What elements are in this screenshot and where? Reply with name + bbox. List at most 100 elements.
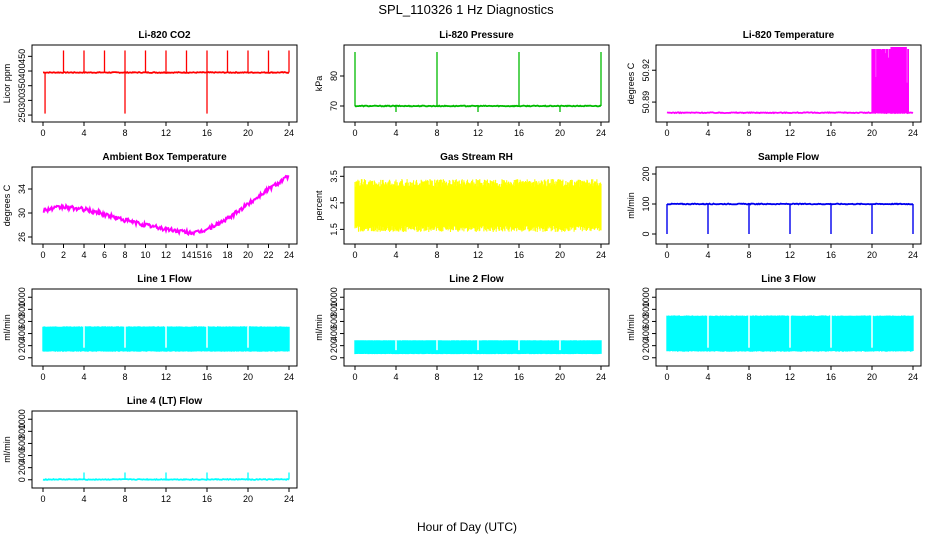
panel-title-pressure: Li-820 Pressure <box>439 30 514 41</box>
panel-title-sample_flow: Sample Flow <box>758 152 819 163</box>
x-tick-label-pressure: 12 <box>473 128 483 138</box>
x-tick-label-line1: 4 <box>81 372 86 382</box>
series-line-box_temp <box>42 174 290 237</box>
y-tick-label-rh: 1.5 <box>329 223 339 236</box>
plot-area-rh <box>354 179 602 232</box>
y-tick-label-li_temp: 50.89 <box>641 91 651 114</box>
plot-area-line2 <box>354 340 602 355</box>
x-tick-label-line3: 12 <box>785 372 795 382</box>
y-tick-label-line1: 200 <box>17 338 27 353</box>
x-tick-label-box_temp: 12 <box>161 250 171 260</box>
y-tick-label-rh: 3.5 <box>329 170 339 183</box>
x-tick-label-line3: 4 <box>705 372 710 382</box>
x-tick-label-sample_flow: 16 <box>826 250 836 260</box>
x-tick-label-li_temp: 0 <box>664 128 669 138</box>
panel-title-li_temp: Li-820 Temperature <box>743 30 835 41</box>
x-tick-label-rh: 12 <box>473 250 483 260</box>
y-tick-label-line4: 200 <box>17 460 27 475</box>
x-tick-label-line2: 8 <box>434 372 439 382</box>
plot-area-li_temp <box>666 47 914 115</box>
figure-title: SPL_110326 1 Hz Diagnostics <box>378 2 554 17</box>
y-axis-label-line1: ml/min <box>2 314 12 341</box>
panel-title-rh: Gas Stream RH <box>440 152 513 163</box>
y-axis-label-li_temp: degrees C <box>626 62 636 104</box>
y-tick-label-line4: 1000 <box>17 409 27 429</box>
x-tick-label-box_temp: 2 <box>61 250 66 260</box>
x-tick-label-box_temp: 24 <box>284 250 294 260</box>
x-tick-label-line3: 0 <box>664 372 669 382</box>
panel-pressure: Li-820 Pressure 0 4 8 12 16 20 24 70 80 kPa <box>314 30 610 138</box>
x-tick-label-co2: 4 <box>81 128 86 138</box>
x-axis-label: Hour of Day (UTC) <box>417 520 517 534</box>
panel-rh: Gas Stream RH 0 4 8 12 16 20 24 1.5 2.5 3.5 percent <box>314 152 610 260</box>
x-tick-label-sample_flow: 12 <box>785 250 795 260</box>
panel-title-line3: Line 3 Flow <box>761 274 816 285</box>
x-tick-label-box_temp: 16 <box>202 250 212 260</box>
y-tick-label-box_temp: 30 <box>17 208 27 218</box>
x-tick-label-line3: 24 <box>908 372 918 382</box>
panel-line4: Line 4 (LT) Flow 0 4 8 12 16 20 24 0 200400600800… <box>2 396 298 504</box>
x-tick-label-pressure: 16 <box>514 128 524 138</box>
y-axis-label-rh: percent <box>314 190 324 221</box>
x-tick-label-sample_flow: 20 <box>867 250 877 260</box>
x-tick-label-rh: 8 <box>434 250 439 260</box>
x-tick-label-pressure: 20 <box>555 128 565 138</box>
x-tick-label-line2: 12 <box>473 372 483 382</box>
x-tick-label-sample_flow: 8 <box>746 250 751 260</box>
frame-line2 <box>343 288 610 367</box>
x-tick-label-line4: 4 <box>81 494 86 504</box>
panel-title-line4: Line 4 (LT) Flow <box>127 396 203 407</box>
x-tick-label-line4: 0 <box>40 494 45 504</box>
x-tick-label-box_temp: 8 <box>122 250 127 260</box>
plot-area-sample_flow <box>666 202 914 234</box>
y-tick-label-line1: 400 <box>17 326 27 341</box>
y-axis-label-pressure: kPa <box>314 76 324 92</box>
y-axis-label-line2: ml/min <box>314 314 324 341</box>
x-tick-label-line2: 24 <box>596 372 606 382</box>
frame-rh <box>343 166 610 245</box>
panel-title-line1: Line 1 Flow <box>137 274 192 285</box>
frame-line3 <box>655 288 922 367</box>
x-tick-label-li_temp: 16 <box>826 128 836 138</box>
x-tick-label-line2: 4 <box>393 372 398 382</box>
plot-area-line3 <box>666 315 914 352</box>
x-tick-label-rh: 24 <box>596 250 606 260</box>
series-band-rh <box>354 179 602 232</box>
y-tick-label-line2: 400 <box>329 326 339 341</box>
x-tick-label-li_temp: 12 <box>785 128 795 138</box>
x-tick-label-line4: 20 <box>243 494 253 504</box>
y-tick-label-pressure: 80 <box>329 71 339 81</box>
y-tick-label-box_temp: 26 <box>17 232 27 242</box>
y-tick-label-line3: 400 <box>641 326 651 341</box>
x-tick-label-line3: 8 <box>746 372 751 382</box>
panel-title-co2: Li-820 CO2 <box>138 30 191 41</box>
y-tick-label-line1: 600 <box>17 314 27 329</box>
y-tick-label-line2: 0 <box>329 355 339 360</box>
x-tick-label-line2: 16 <box>514 372 524 382</box>
y-axis-label-co2: Licor ppm <box>2 64 12 104</box>
y-tick-label-co2: 350 <box>17 78 27 93</box>
x-tick-label-co2: 16 <box>202 128 212 138</box>
y-tick-label-box_temp: 34 <box>17 184 27 194</box>
x-tick-label-li_temp: 4 <box>705 128 710 138</box>
x-tick-label-co2: 12 <box>161 128 171 138</box>
x-tick-label-line1: 16 <box>202 372 212 382</box>
y-tick-label-co2: 300 <box>17 93 27 108</box>
noise-fill-li_temp <box>890 47 907 92</box>
y-tick-label-line4: 800 <box>17 424 27 439</box>
plot-area-co2 <box>42 50 290 114</box>
y-tick-label-rh: 2.5 <box>329 197 339 210</box>
y-tick-label-line3: 200 <box>641 338 651 353</box>
y-tick-label-li_temp: 50.92 <box>641 59 651 82</box>
x-tick-label-box_temp: 0 <box>40 250 45 260</box>
x-tick-label-co2: 24 <box>284 128 294 138</box>
x-tick-label-box_temp: 22 <box>263 250 273 260</box>
x-tick-label-rh: 4 <box>393 250 398 260</box>
x-tick-label-line1: 0 <box>40 372 45 382</box>
plot-area-line4 <box>42 472 290 481</box>
